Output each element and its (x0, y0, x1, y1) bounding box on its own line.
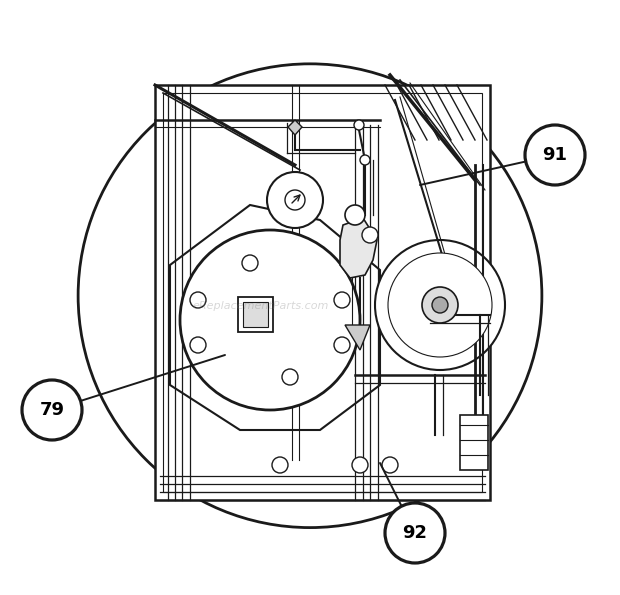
Circle shape (334, 337, 350, 353)
Text: 92: 92 (402, 524, 428, 542)
Polygon shape (288, 120, 302, 135)
Circle shape (242, 255, 258, 271)
Circle shape (285, 190, 305, 210)
Circle shape (78, 64, 542, 528)
Circle shape (375, 240, 505, 370)
Bar (155, 85, 490, 500)
Circle shape (362, 227, 378, 243)
Circle shape (360, 155, 370, 165)
Circle shape (282, 369, 298, 385)
Text: 79: 79 (40, 401, 64, 419)
Bar (243, 302, 268, 327)
Circle shape (388, 253, 492, 357)
Circle shape (422, 287, 458, 323)
Text: eReplacementParts.com: eReplacementParts.com (192, 302, 329, 311)
Circle shape (382, 457, 398, 473)
Circle shape (525, 125, 585, 185)
Text: 91: 91 (542, 146, 567, 164)
Polygon shape (345, 325, 370, 350)
Circle shape (22, 380, 82, 440)
Bar (238, 297, 273, 332)
Circle shape (190, 292, 206, 308)
Circle shape (334, 292, 350, 308)
Circle shape (352, 457, 368, 473)
Bar (163, 93, 482, 492)
Circle shape (272, 457, 288, 473)
Polygon shape (340, 218, 377, 278)
Circle shape (267, 172, 323, 228)
Circle shape (190, 337, 206, 353)
Bar (460, 415, 488, 470)
Circle shape (345, 205, 365, 225)
Circle shape (180, 230, 360, 410)
Circle shape (385, 503, 445, 563)
Circle shape (354, 120, 364, 130)
Circle shape (432, 297, 448, 313)
